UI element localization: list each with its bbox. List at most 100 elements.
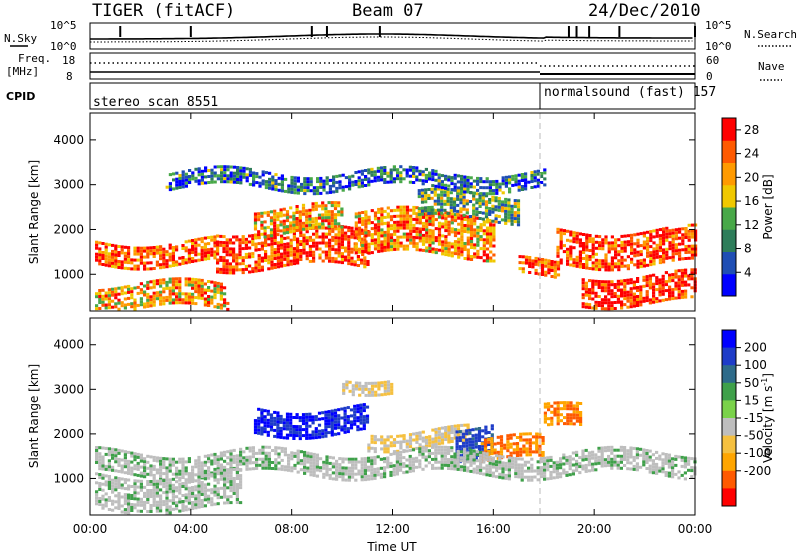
power-cell <box>143 261 147 265</box>
velocity-cell <box>293 463 297 467</box>
velocity-cell <box>314 427 318 431</box>
power-cell <box>253 233 258 237</box>
power-cell <box>620 306 624 310</box>
velocity-cell <box>566 404 570 408</box>
power-cell <box>104 294 108 298</box>
velocity-cell <box>219 454 223 458</box>
power-cell <box>101 242 105 245</box>
power-cell <box>354 251 358 255</box>
velocity-cell <box>171 460 175 464</box>
power-cell <box>485 235 490 239</box>
power-cell <box>646 239 650 243</box>
velocity-cell <box>136 467 140 471</box>
power-cell <box>104 248 108 252</box>
power-cell <box>405 220 410 224</box>
power-cell <box>344 246 348 250</box>
power-cell <box>287 184 291 188</box>
power-cell <box>175 260 179 264</box>
power-cell <box>604 265 608 269</box>
power-cell <box>229 174 233 178</box>
power-cell <box>485 217 490 221</box>
power-cell <box>485 220 490 224</box>
velocity-cell <box>139 482 143 486</box>
power-cell <box>357 250 362 254</box>
power-cell <box>187 254 191 258</box>
velocity-cell <box>491 456 495 460</box>
power-cell <box>300 185 304 189</box>
velocity-cell <box>480 442 484 446</box>
velocity-cell <box>469 463 473 467</box>
power-cell <box>601 265 605 269</box>
power-cell <box>694 244 698 248</box>
power-cell <box>152 249 156 252</box>
velocity-cell <box>273 428 277 432</box>
power-cell <box>389 215 394 219</box>
velocity-cell <box>200 461 204 465</box>
power-cell <box>213 287 217 291</box>
power-cell <box>324 213 328 217</box>
power-cell <box>239 178 243 182</box>
power-cell <box>383 242 387 246</box>
power-cell <box>266 234 270 238</box>
power-cell <box>680 295 684 299</box>
power-cell <box>337 260 341 264</box>
power-cell <box>485 232 490 236</box>
velocity-cell <box>475 465 479 469</box>
power-cell <box>671 231 675 235</box>
velocity-cell <box>242 456 246 460</box>
power-cell <box>456 186 460 190</box>
velocity-cell <box>507 474 511 478</box>
power-cell <box>311 220 315 224</box>
velocity-cell <box>594 453 598 457</box>
velocity-cell <box>346 418 350 422</box>
power-cell <box>244 252 248 256</box>
power-cell <box>674 287 678 291</box>
power-cell <box>203 257 207 261</box>
velocity-cell <box>482 457 486 461</box>
velocity-cell <box>314 436 318 440</box>
power-cell <box>219 303 223 307</box>
velocity-cell <box>453 452 457 456</box>
power-cell <box>348 175 352 179</box>
velocity-cell <box>533 475 537 479</box>
velocity-cell <box>575 407 579 411</box>
velocity-cell <box>123 478 127 482</box>
velocity-cell <box>648 455 652 459</box>
power-cell <box>530 174 534 177</box>
power-cell <box>172 178 176 182</box>
power-cell <box>104 306 108 310</box>
power-cell <box>428 231 432 235</box>
power-cell <box>389 227 394 231</box>
velocity-cell <box>466 460 470 464</box>
power-cell <box>136 246 140 250</box>
velocity-cell <box>587 469 591 473</box>
velocity-cell <box>584 469 588 473</box>
velocity-cell <box>255 457 259 461</box>
velocity-cell <box>389 452 393 456</box>
power-cell <box>228 253 232 257</box>
velocity-cell <box>139 465 143 469</box>
power-cell <box>226 174 230 178</box>
power-cell <box>645 293 649 297</box>
power-cell <box>687 250 691 254</box>
velocity-cell <box>159 459 163 463</box>
power-cell <box>200 240 204 244</box>
velocity-cell <box>629 452 633 456</box>
velocity-cell <box>293 466 297 470</box>
velocity-cell <box>594 468 598 472</box>
power-cell <box>210 289 214 293</box>
power-cell <box>678 242 682 246</box>
velocity-cell <box>559 457 563 461</box>
power-cell <box>588 294 592 298</box>
velocity-cell <box>440 435 445 439</box>
power-cell <box>165 295 169 299</box>
power-cell <box>254 266 258 270</box>
power-cell <box>165 262 169 266</box>
power-cell <box>347 226 351 230</box>
power-cell <box>254 263 258 267</box>
velocity-cell <box>344 469 348 473</box>
power-cell <box>594 300 598 304</box>
power-cell <box>104 297 108 301</box>
power-cell <box>566 262 570 266</box>
